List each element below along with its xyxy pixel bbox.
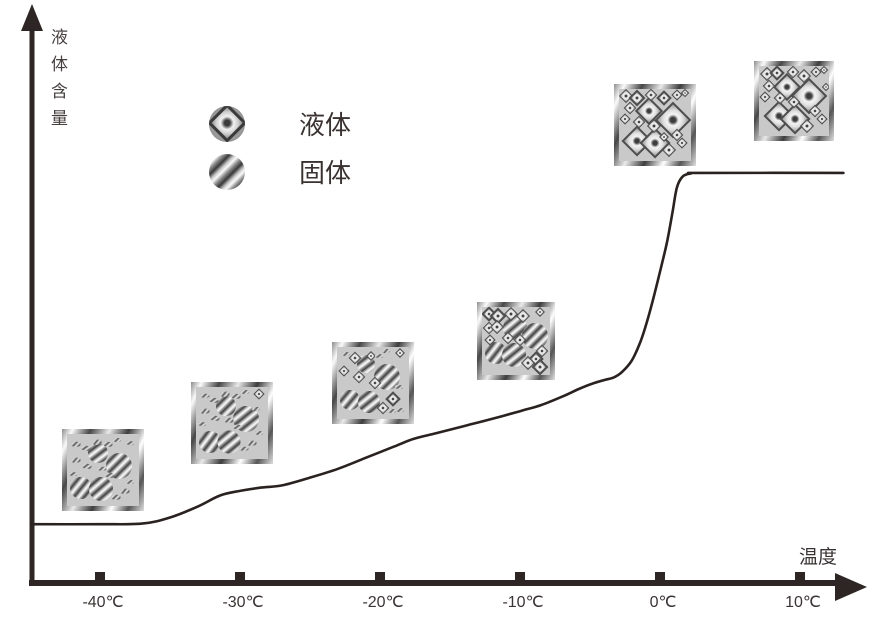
y-axis-label: 液体含量 xyxy=(48,28,67,136)
solid-speck xyxy=(341,352,350,357)
liquid-particle xyxy=(759,91,771,103)
solid-speck xyxy=(105,472,115,478)
solid-speck xyxy=(111,495,121,500)
solid-speck xyxy=(82,463,92,470)
legend-row-liquid: 液体 xyxy=(209,105,351,142)
solid-speck xyxy=(126,479,135,484)
liquid-particle xyxy=(385,391,401,407)
solid-speck xyxy=(71,457,82,463)
liquid-particle xyxy=(680,89,690,98)
solid-particle xyxy=(356,390,381,415)
solid-speck xyxy=(103,441,113,447)
solid-icon xyxy=(209,153,245,190)
liquid-particle xyxy=(655,89,672,106)
solid-speck xyxy=(200,408,211,415)
solid-speck xyxy=(197,422,206,427)
solid-speck xyxy=(71,441,81,447)
liquid-particle xyxy=(534,307,545,317)
x-axis-label: 温度 xyxy=(799,547,838,568)
solid-speck xyxy=(200,393,210,398)
legend-label-solid: 固体 xyxy=(299,158,352,188)
solid-speck xyxy=(92,439,102,445)
solid-speck xyxy=(381,348,391,354)
x-tick-mark xyxy=(655,572,665,582)
x-tick-mark xyxy=(235,572,245,582)
solid-speck xyxy=(252,406,261,411)
solid-speck xyxy=(68,471,77,477)
solid-speck xyxy=(224,417,234,423)
liquid-particle xyxy=(676,137,689,149)
legend-label-liquid: 液体 xyxy=(299,110,352,140)
x-tick-label: 0℃ xyxy=(649,594,677,611)
micrograph-sample xyxy=(759,66,829,136)
solid-speck xyxy=(232,423,243,430)
x-tick-mark xyxy=(95,572,105,582)
x-tick-label: 10℃ xyxy=(785,594,821,611)
x-tick-mark xyxy=(515,572,525,582)
liquid-particle xyxy=(816,113,828,125)
liquid-particle xyxy=(338,365,350,377)
solid-speck xyxy=(394,384,404,390)
micrograph-sample xyxy=(482,307,550,375)
micrograph-10℃ xyxy=(754,61,834,141)
liquid-particle xyxy=(489,319,505,334)
liquid-particle xyxy=(619,112,631,125)
micrograph--40℃ xyxy=(62,429,144,511)
micrograph-sample xyxy=(619,89,691,161)
liquid-icon xyxy=(209,105,245,142)
solid-speck xyxy=(240,390,249,395)
x-tick-mark xyxy=(375,572,385,582)
solid-speck xyxy=(254,430,263,436)
x-tick-mark xyxy=(795,572,805,582)
x-tick-label: -30℃ xyxy=(222,594,264,611)
solid-speck xyxy=(80,445,91,452)
solid-speck xyxy=(97,466,107,471)
micrograph-sample xyxy=(67,434,139,506)
micrograph-sample xyxy=(196,387,268,459)
micrograph--30℃ xyxy=(191,382,273,464)
legend-row-solid: 固体 xyxy=(209,153,351,190)
solid-speck xyxy=(396,408,405,413)
liquid-particle xyxy=(670,89,683,101)
x-tick-label: -20℃ xyxy=(362,594,404,611)
micrograph--10℃ xyxy=(477,302,555,380)
solid-particle xyxy=(522,323,549,350)
solid-speck xyxy=(210,415,221,421)
solid-speck xyxy=(119,488,130,494)
liquid-particle xyxy=(819,66,829,74)
liquid-particle xyxy=(395,347,406,358)
solid-speck xyxy=(113,437,122,442)
solid-particle xyxy=(216,429,242,455)
micrograph--20℃ xyxy=(332,342,414,424)
liquid-particle xyxy=(821,82,829,92)
solid-particle xyxy=(88,476,114,503)
solid-speck xyxy=(125,440,134,446)
solid-particle xyxy=(216,395,237,416)
solid-speck xyxy=(239,446,249,452)
micrograph-0℃ xyxy=(614,84,696,166)
solid-speck xyxy=(209,397,219,403)
solid-speck xyxy=(374,353,383,359)
micrograph-sample xyxy=(337,347,409,419)
liquid-particle xyxy=(253,388,266,400)
x-tick-label: -40℃ xyxy=(82,594,124,611)
solid-speck xyxy=(387,409,396,414)
solid-speck xyxy=(247,440,257,446)
x-tick-label: -10℃ xyxy=(502,594,544,611)
